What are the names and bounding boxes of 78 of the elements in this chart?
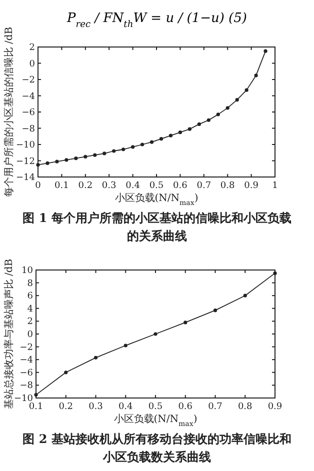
point xyxy=(55,160,59,164)
point xyxy=(226,106,230,110)
point xyxy=(93,153,97,157)
x-tick-label: 0.8 xyxy=(220,181,236,191)
x-tick-label: 1 xyxy=(272,181,278,191)
x-tick-label: 0.5 xyxy=(148,402,163,412)
y-tick-label: −10 xyxy=(16,140,36,150)
x-axis-title: 小区负载(N/N$_{max}$) xyxy=(114,413,198,428)
point xyxy=(122,148,126,152)
y-tick-label: −6 xyxy=(22,108,36,118)
point xyxy=(102,152,106,156)
x-tick-label: 0.1 xyxy=(54,181,69,191)
x-tick-label: 0.4 xyxy=(126,181,140,191)
y-tick-label: −2 xyxy=(22,76,35,86)
text: 图 1 每个用户所需的小区基站的信噪比和小区负载的关系曲线 xyxy=(22,211,292,243)
y-tick-label: −12 xyxy=(16,156,35,167)
point xyxy=(140,142,144,146)
y-tick-label: 2 xyxy=(27,317,33,328)
point xyxy=(84,154,88,158)
y-tick-label: −8 xyxy=(20,381,34,392)
x-tick-label: 0.2 xyxy=(58,402,74,412)
x-tick-label: 0.9 xyxy=(244,181,259,191)
x-tick-label: 0.6 xyxy=(178,402,193,412)
y-tick-label: −8 xyxy=(22,124,36,134)
point xyxy=(36,163,40,167)
text: P$_{rec}$ / FN$_{th}$W = u / (1−u) (5) xyxy=(66,11,247,30)
x-axis-title: 小区负载(N/N$_{max}$) xyxy=(114,192,198,207)
point xyxy=(178,130,182,134)
y-tick-label: −10 xyxy=(14,394,34,404)
point xyxy=(235,98,239,102)
point xyxy=(188,127,192,131)
point xyxy=(184,320,188,324)
x-tick-label: 0.1 xyxy=(28,402,44,412)
y-tick-label: 6 xyxy=(27,292,34,302)
y-tick-label: 0 xyxy=(27,330,34,340)
point xyxy=(243,294,247,298)
point xyxy=(168,134,173,138)
point xyxy=(64,158,68,162)
point xyxy=(159,137,164,141)
point xyxy=(197,122,201,126)
y-tick-label: −4 xyxy=(22,92,36,102)
point xyxy=(94,356,98,360)
y-tick-label: −14 xyxy=(16,173,36,183)
point xyxy=(254,74,258,78)
point xyxy=(131,145,135,149)
point xyxy=(74,156,78,160)
point xyxy=(216,112,220,116)
point xyxy=(213,308,218,312)
y-tick-label: 0 xyxy=(29,59,36,70)
x-tick-label: 0.3 xyxy=(88,402,104,412)
y-tick-label: 2 xyxy=(29,43,35,53)
x-tick-label: 0.4 xyxy=(118,402,134,412)
y-axis-title: 每个用户所需的小区基站的信噪比 /dB xyxy=(3,26,15,198)
point xyxy=(264,49,268,53)
point xyxy=(124,344,128,348)
point xyxy=(64,370,68,374)
point xyxy=(150,140,154,144)
point xyxy=(244,88,248,92)
y-tick-label: 4 xyxy=(27,304,34,314)
point xyxy=(46,161,50,165)
y-tick-label: −6 xyxy=(20,368,34,378)
text: 图 2 基站接收机从所有移动台接收的功率信噪比和小区负载数关系曲线 xyxy=(22,432,292,464)
x-tick-label: 0.2 xyxy=(78,181,93,191)
x-tick-label: 0.6 xyxy=(173,181,188,191)
x-tick-label: 0.8 xyxy=(238,402,253,412)
point xyxy=(112,149,116,153)
y-tick-label: −4 xyxy=(20,356,34,366)
x-tick-label: 0.9 xyxy=(268,402,282,412)
point xyxy=(206,118,210,122)
y-tick-label: 8 xyxy=(27,278,34,289)
y-axis-title: 基站总接收功率与基站噪声比 /dB xyxy=(3,258,15,410)
y-tick-label: −2 xyxy=(20,342,33,353)
y-tick-label: 10 xyxy=(22,266,34,276)
x-tick-label: 0.7 xyxy=(208,402,223,412)
x-tick-label: 0.5 xyxy=(149,181,164,191)
x-tick-label: 0.3 xyxy=(102,181,117,191)
point xyxy=(154,332,158,336)
x-tick-label: 0.7 xyxy=(196,181,212,191)
